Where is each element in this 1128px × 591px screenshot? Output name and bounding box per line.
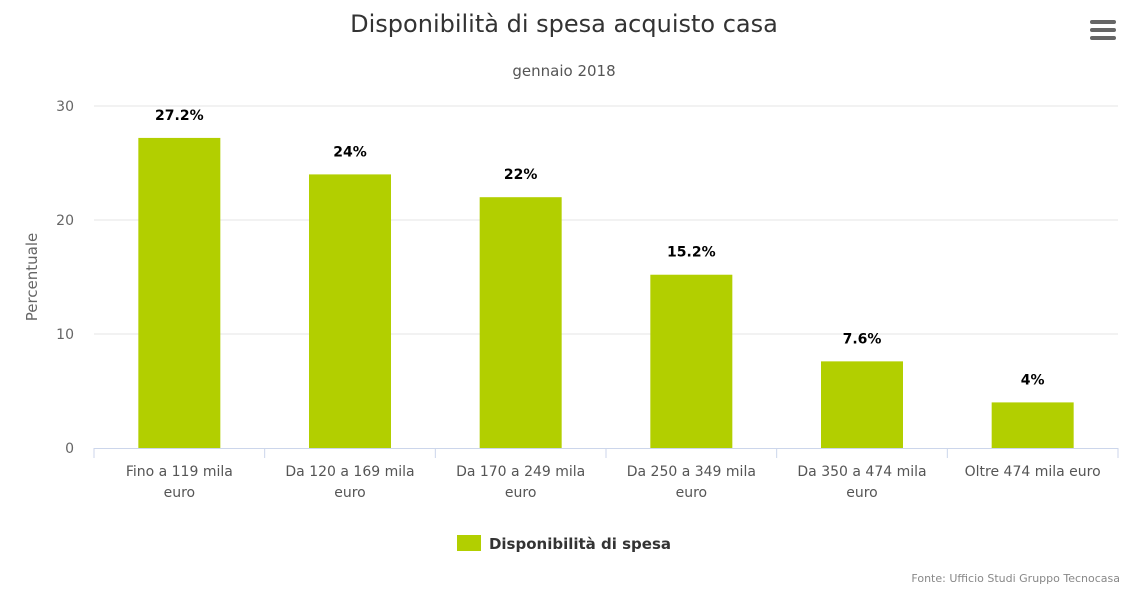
y-tick-label: 10 xyxy=(56,327,74,343)
y-tick-label: 20 xyxy=(56,213,74,229)
hamburger-menu-icon[interactable] xyxy=(1090,20,1116,40)
y-axis-title: Percentuale xyxy=(23,233,41,322)
chart-title: Disponibilità di spesa acquisto casa xyxy=(350,10,778,38)
credits[interactable]: Fonte: Ufficio Studi Gruppo Tecnocasa xyxy=(911,572,1120,585)
legend-item[interactable]: Disponibilità di spesa xyxy=(0,535,1128,553)
bar xyxy=(479,197,562,448)
x-tick-label: Da 120 a 169 mila xyxy=(285,464,414,480)
x-tick-label: euro xyxy=(164,485,196,501)
legend-label: Disponibilità di spesa xyxy=(488,535,672,553)
x-tick-label: euro xyxy=(676,485,708,501)
x-tick-label: Da 170 a 249 mila xyxy=(456,464,585,480)
bar xyxy=(991,402,1074,448)
data-label: 15.2% xyxy=(667,245,716,261)
data-label: 4% xyxy=(1021,372,1045,388)
bar xyxy=(821,361,903,448)
y-tick-label: 30 xyxy=(56,99,74,115)
bar xyxy=(138,137,221,449)
data-label: 22% xyxy=(504,167,538,183)
y-tick-label: 0 xyxy=(65,441,74,457)
x-tick-label: euro xyxy=(334,485,366,501)
data-label: 24% xyxy=(333,144,367,160)
data-label: 7.6% xyxy=(843,331,882,347)
chart-subtitle: gennaio 2018 xyxy=(512,62,616,80)
x-tick-label: Fino a 119 mila xyxy=(126,464,233,480)
data-label: 27.2% xyxy=(155,108,204,124)
x-tick-label: euro xyxy=(846,485,878,501)
x-tick-label: Oltre 474 mila euro xyxy=(965,464,1101,480)
x-tick-label: Da 350 a 474 mila xyxy=(797,464,926,480)
x-tick-label: euro xyxy=(505,485,537,501)
bar xyxy=(309,174,391,448)
bar-chart: 0 10 20 30 Percentuale 27.2% Fino a 119 mila eu… xyxy=(23,99,1119,501)
x-tick-label: Da 250 a 349 mila xyxy=(627,464,756,480)
bar xyxy=(650,274,733,448)
legend-swatch xyxy=(456,535,481,551)
